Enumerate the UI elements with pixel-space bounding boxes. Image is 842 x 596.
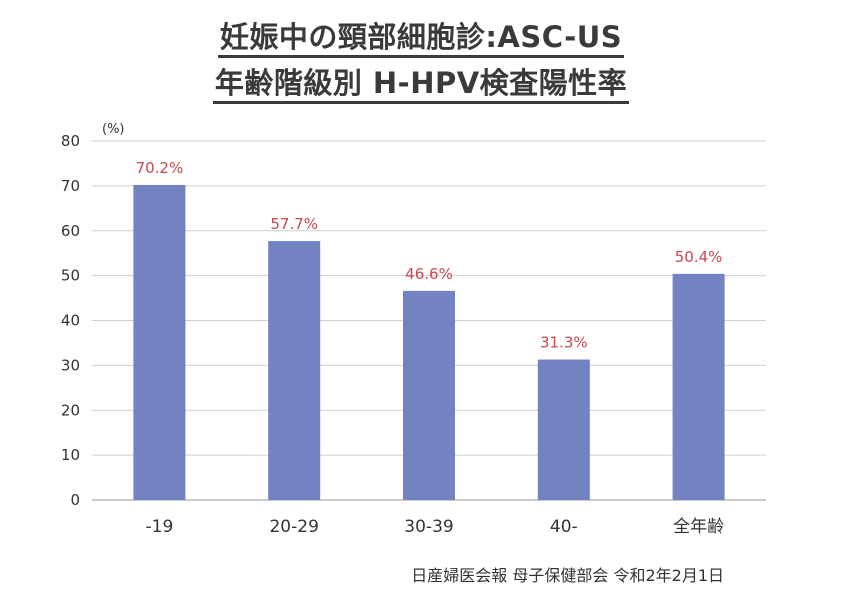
bar (672, 273, 725, 500)
x-axis-ticks: -19 20-29 30-39 40- 全年齢 (146, 517, 725, 537)
bars (133, 184, 725, 501)
source-citation: 日産婦医会報 母子保健部会 令和2年2月1日 (411, 566, 724, 585)
data-label: 46.6% (405, 265, 453, 283)
x-tick-label: -19 (146, 517, 174, 537)
y-tick-label: 80 (61, 132, 80, 150)
bar (537, 359, 590, 500)
x-tick-label: 40- (550, 517, 578, 537)
bar (403, 290, 455, 500)
y-tick-label: 30 (61, 356, 80, 374)
x-tick-label: 20-29 (269, 517, 318, 537)
y-axis-ticks: 0 10 20 30 40 50 60 70 80 (61, 132, 80, 509)
y-tick-label: 70 (61, 177, 80, 195)
data-label: 31.3% (540, 334, 588, 352)
y-axis-unit-label: (%) (102, 122, 125, 137)
data-label: 70.2% (136, 159, 184, 177)
chart-subtitle: 年齢階級別 H-HPV検査陽性率 (0, 60, 842, 104)
x-tick-label: 全年齢 (673, 517, 724, 537)
y-tick-label: 60 (61, 222, 80, 240)
data-label: 50.4% (675, 248, 723, 266)
y-tick-label: 40 (61, 312, 80, 330)
data-labels: 70.2% 57.7% 46.6% 31.3% 50.4% (136, 159, 723, 352)
y-tick-label: 50 (61, 267, 80, 285)
data-label: 57.7% (270, 215, 318, 233)
chart-title: 妊娠中の頸部細胞診:ASC-US (0, 14, 842, 58)
bar (268, 241, 321, 501)
y-tick-label: 10 (61, 446, 80, 464)
y-tick-label: 20 (61, 401, 80, 419)
x-tick-label: 30-39 (404, 517, 453, 537)
bar (133, 184, 186, 501)
y-tick-label: 0 (70, 491, 80, 509)
